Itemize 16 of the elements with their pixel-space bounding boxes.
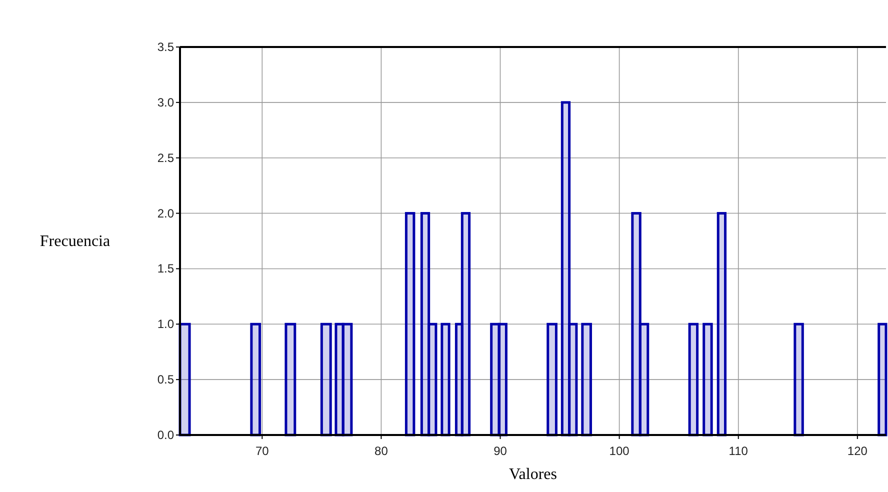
x-tick-label: 90 xyxy=(494,444,508,458)
y-tick-label: 3.5 xyxy=(157,40,174,54)
y-tick-label: 1.5 xyxy=(157,262,174,276)
x-axis-title: Valores xyxy=(509,466,557,483)
x-tick-label: 120 xyxy=(847,444,868,458)
y-tick-label: 3.0 xyxy=(157,95,174,110)
y-tick-label: 1.0 xyxy=(157,317,174,332)
x-tick-label: 80 xyxy=(374,444,388,458)
y-tick-label: 0.0 xyxy=(157,428,174,442)
x-tick-label: 70 xyxy=(255,444,270,458)
y-tick-label: 2.0 xyxy=(157,206,174,220)
x-tick-label: 110 xyxy=(728,444,748,458)
y-tick-label: 0.5 xyxy=(157,372,174,387)
y-axis-title: Frecuencia xyxy=(40,233,110,250)
y-tick-label: 2.5 xyxy=(157,150,174,165)
x-tick-label: 100 xyxy=(609,444,630,458)
